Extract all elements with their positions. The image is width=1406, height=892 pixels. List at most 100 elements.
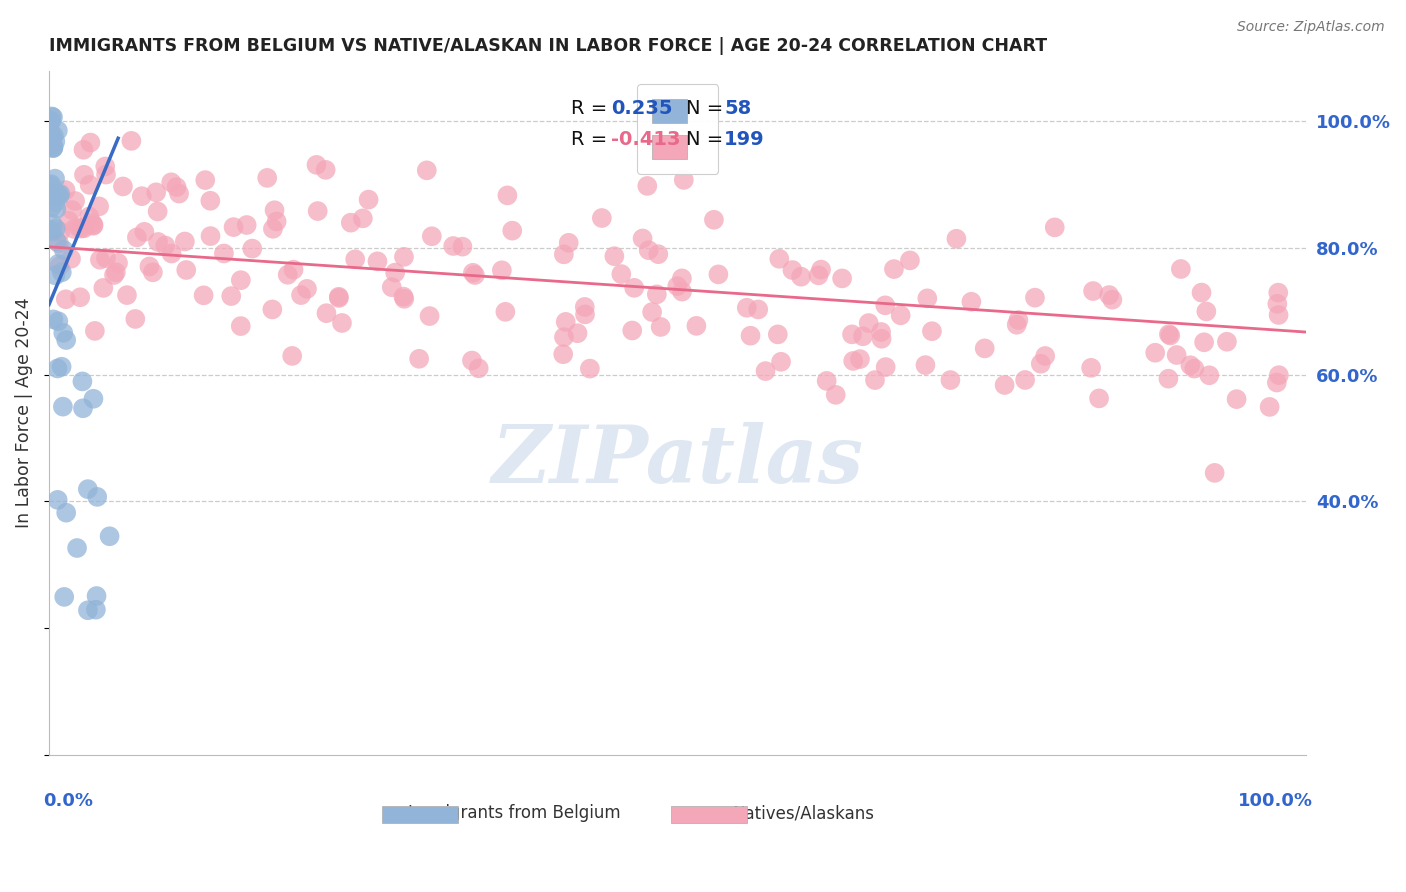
Point (200, 229, 222, 244)
Point (1157, 372, 1180, 386)
Point (120, 134, 142, 148)
Point (841, 327, 863, 342)
Text: 0.235: 0.235 (612, 99, 672, 118)
Point (86, 490, 108, 504)
Point (875, 360, 897, 375)
Point (266, 214, 288, 228)
Point (235, 218, 257, 232)
Point (72, 143, 94, 157)
Point (69, 290, 91, 304)
Point (754, 364, 776, 378)
Point (87, 199, 110, 213)
Point (39, 186, 62, 201)
Point (72, 401, 94, 416)
Text: 58: 58 (724, 99, 751, 118)
Point (1033, 349, 1056, 363)
Point (41, 128, 63, 142)
Point (672, 173, 695, 187)
Point (55, 506, 77, 520)
Point (44, 171, 66, 186)
Point (38, 118, 60, 132)
Text: IMMIGRANTS FROM BELGIUM VS NATIVE/ALASKAN IN LABOR FORCE | AGE 20-24 CORRELATION: IMMIGRANTS FROM BELGIUM VS NATIVE/ALASKA… (49, 37, 1047, 55)
Point (1157, 327, 1180, 342)
Point (381, 280, 404, 294)
Text: ZIPatlas: ZIPatlas (492, 422, 863, 500)
Point (42, 128, 65, 143)
Point (41, 200, 63, 214)
Point (91, 281, 114, 295)
Point (441, 239, 464, 253)
Point (890, 309, 912, 323)
Point (574, 300, 596, 314)
Point (392, 290, 415, 304)
Point (49, 186, 72, 201)
Point (842, 354, 865, 368)
Point (883, 262, 905, 277)
Point (1080, 360, 1102, 375)
Point (501, 224, 523, 238)
Point (1144, 345, 1167, 359)
Point (52, 243, 75, 257)
Point (330, 316, 353, 330)
Point (810, 262, 832, 277)
Point (945, 232, 967, 246)
Point (553, 247, 575, 261)
Point (39, 178, 62, 193)
Point (42, 140, 65, 154)
Point (41, 130, 63, 145)
Point (145, 186, 167, 200)
Point (41, 189, 63, 203)
Point (46, 314, 69, 328)
Point (98, 529, 121, 543)
Point (770, 355, 793, 369)
Point (42, 312, 65, 326)
Text: 0.0%: 0.0% (42, 792, 93, 811)
Point (76, 482, 98, 496)
Point (146, 235, 169, 249)
Point (898, 253, 921, 268)
Point (166, 180, 188, 194)
Point (52, 400, 75, 414)
Point (1029, 357, 1052, 371)
Point (283, 262, 305, 277)
Point (48, 189, 70, 203)
Point (870, 332, 893, 346)
Point (1005, 318, 1028, 332)
Point (77, 603, 100, 617)
Point (603, 249, 626, 263)
Point (1226, 392, 1249, 406)
FancyBboxPatch shape (671, 806, 747, 823)
Point (917, 291, 939, 305)
Point (994, 378, 1017, 392)
Point (194, 173, 217, 187)
Point (567, 326, 589, 341)
Text: N =: N = (686, 129, 730, 149)
Point (553, 330, 575, 344)
Point (51, 359, 73, 374)
Point (394, 292, 416, 306)
Point (685, 318, 707, 333)
Point (623, 281, 645, 295)
Point (1268, 368, 1291, 383)
Point (124, 312, 146, 326)
Point (574, 307, 596, 321)
Point (863, 373, 886, 387)
Point (240, 242, 263, 256)
Point (42, 141, 65, 155)
Point (1191, 285, 1213, 300)
Point (1170, 262, 1192, 277)
Point (416, 163, 439, 178)
Point (263, 203, 285, 218)
Point (39, 133, 62, 147)
Point (60, 252, 83, 266)
Point (42, 141, 65, 155)
Point (212, 246, 235, 260)
Point (277, 268, 299, 282)
Point (461, 266, 484, 280)
Text: R =: R = (571, 129, 613, 149)
Point (167, 186, 190, 201)
Point (42, 110, 65, 124)
Point (138, 260, 160, 274)
Point (39, 134, 62, 148)
Point (1180, 358, 1202, 372)
